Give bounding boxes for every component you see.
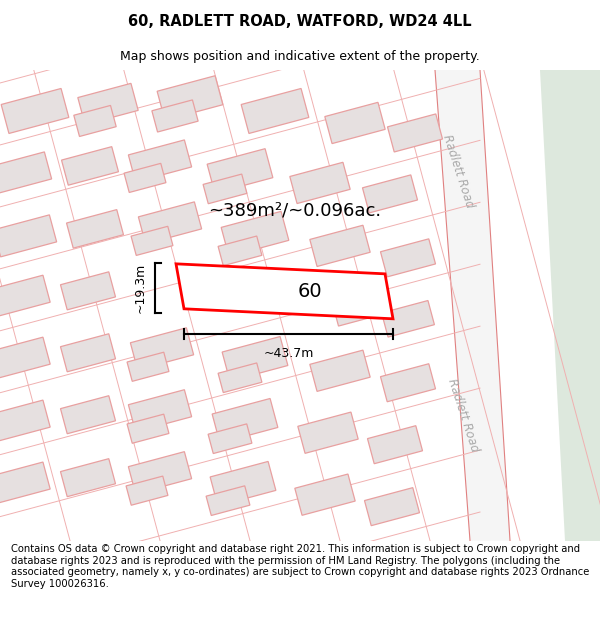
- Polygon shape: [0, 337, 50, 378]
- Polygon shape: [128, 452, 191, 494]
- Polygon shape: [128, 140, 191, 182]
- Polygon shape: [310, 225, 370, 266]
- Polygon shape: [388, 114, 443, 152]
- Polygon shape: [540, 70, 600, 541]
- Polygon shape: [203, 174, 247, 204]
- Polygon shape: [210, 461, 276, 506]
- Polygon shape: [62, 147, 118, 185]
- Text: ~19.3m: ~19.3m: [134, 262, 147, 313]
- Polygon shape: [78, 83, 138, 124]
- Polygon shape: [206, 486, 250, 516]
- Polygon shape: [222, 336, 288, 381]
- Polygon shape: [1, 89, 69, 134]
- Polygon shape: [380, 239, 436, 277]
- Text: Radlett Road: Radlett Road: [440, 132, 476, 209]
- Text: ~389m²/~0.096ac.: ~389m²/~0.096ac.: [208, 202, 382, 220]
- Polygon shape: [290, 162, 350, 204]
- Polygon shape: [310, 350, 370, 391]
- Polygon shape: [127, 414, 169, 443]
- Text: Radlett Road: Radlett Road: [445, 378, 481, 454]
- Polygon shape: [152, 100, 198, 132]
- Polygon shape: [207, 149, 273, 193]
- Polygon shape: [61, 459, 116, 497]
- Polygon shape: [298, 412, 358, 453]
- Polygon shape: [127, 352, 169, 381]
- Polygon shape: [241, 89, 309, 134]
- Polygon shape: [364, 488, 419, 526]
- Polygon shape: [131, 226, 173, 256]
- Text: 60: 60: [297, 282, 322, 301]
- Text: Contains OS data © Crown copyright and database right 2021. This information is : Contains OS data © Crown copyright and d…: [11, 544, 589, 589]
- Polygon shape: [61, 334, 116, 372]
- Polygon shape: [212, 399, 278, 443]
- Polygon shape: [380, 364, 436, 402]
- Polygon shape: [0, 400, 50, 441]
- Polygon shape: [295, 474, 355, 515]
- Text: 60, RADLETT ROAD, WATFORD, WD24 4LL: 60, RADLETT ROAD, WATFORD, WD24 4LL: [128, 14, 472, 29]
- Polygon shape: [0, 275, 50, 316]
- Polygon shape: [218, 236, 262, 266]
- Polygon shape: [130, 328, 194, 370]
- Polygon shape: [362, 175, 418, 213]
- Polygon shape: [0, 152, 52, 194]
- Polygon shape: [126, 476, 168, 505]
- Polygon shape: [124, 163, 166, 192]
- Text: ~43.7m: ~43.7m: [263, 347, 314, 360]
- Polygon shape: [74, 106, 116, 136]
- Polygon shape: [0, 462, 50, 503]
- Polygon shape: [325, 102, 385, 144]
- Text: Map shows position and indicative extent of the property.: Map shows position and indicative extent…: [120, 51, 480, 63]
- Polygon shape: [67, 209, 124, 248]
- Polygon shape: [0, 215, 56, 257]
- Polygon shape: [139, 202, 202, 244]
- Polygon shape: [61, 272, 116, 310]
- Polygon shape: [218, 363, 262, 392]
- Polygon shape: [61, 396, 116, 434]
- Polygon shape: [176, 264, 393, 319]
- Polygon shape: [367, 426, 422, 464]
- Polygon shape: [382, 301, 434, 337]
- Polygon shape: [331, 286, 389, 326]
- Polygon shape: [435, 70, 510, 541]
- Polygon shape: [221, 211, 289, 256]
- Polygon shape: [128, 390, 191, 432]
- Polygon shape: [208, 424, 252, 454]
- Polygon shape: [157, 76, 223, 120]
